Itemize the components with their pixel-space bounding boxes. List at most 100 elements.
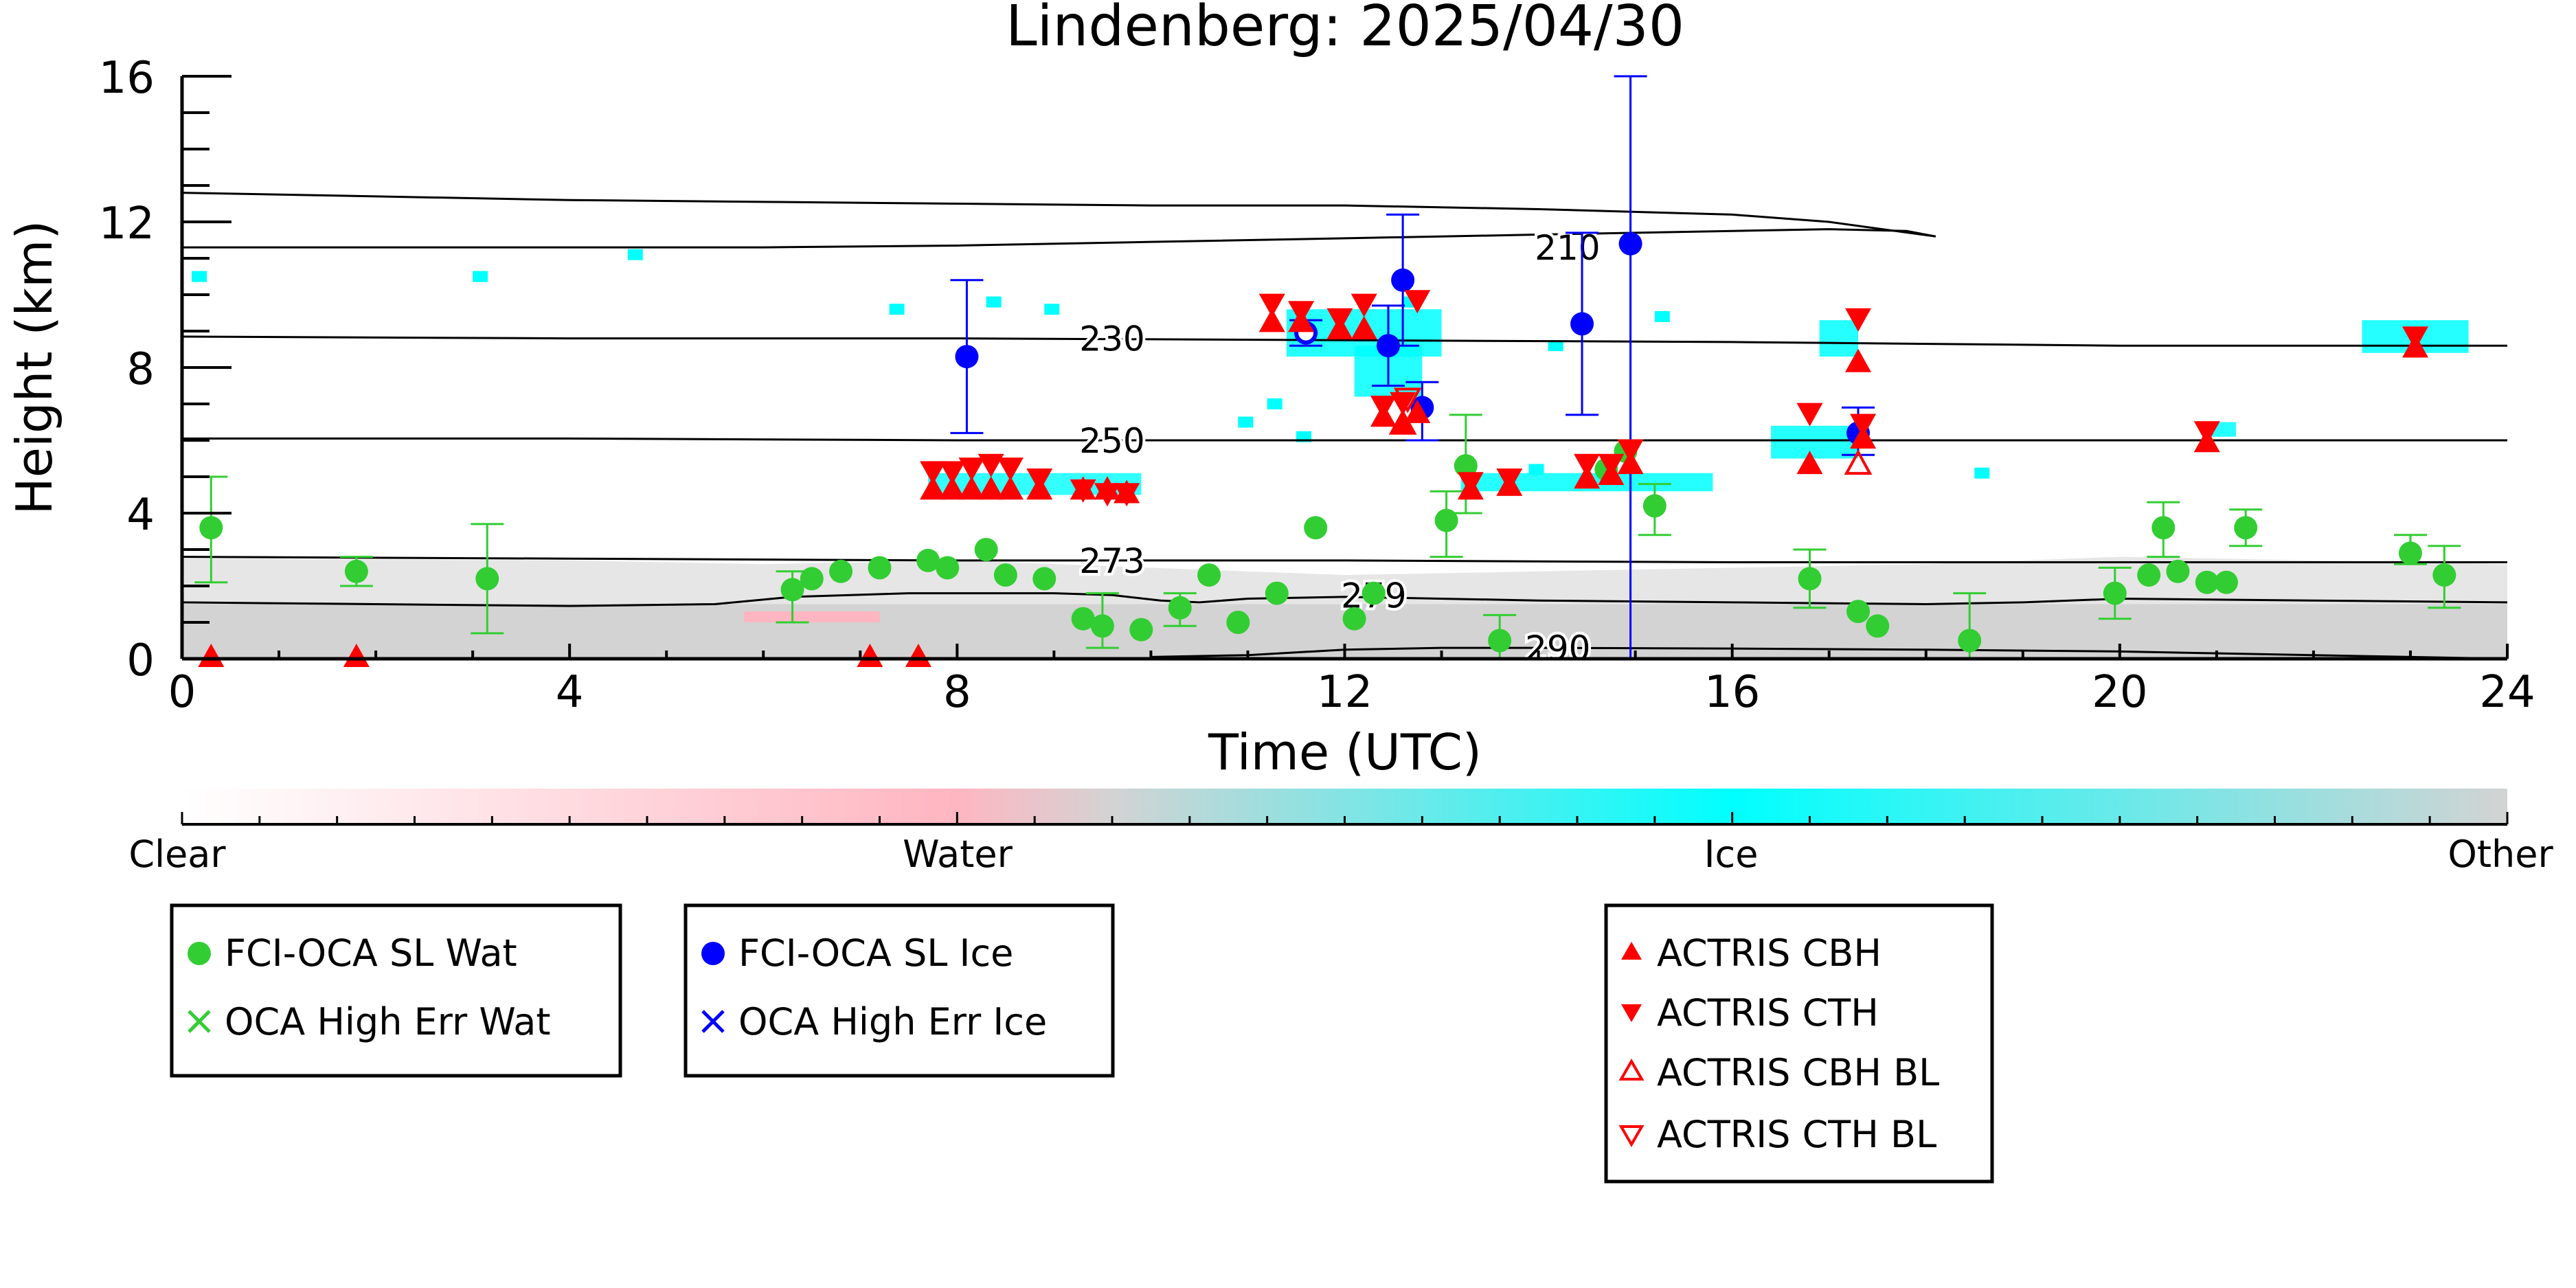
- legend-label: ACTRIS CTH BL: [1657, 1113, 1936, 1156]
- point-fci-oca-sl-wat: [936, 556, 960, 580]
- legend-label: OCA High Err Ice: [738, 1000, 1047, 1043]
- point-actris-cth: [1370, 396, 1397, 419]
- point-actris-cth: [978, 453, 1004, 477]
- point-actris-cbh: [1351, 316, 1377, 339]
- legend-ice: FCI-OCA SL Ice OCA High Err Ice: [683, 903, 1115, 1078]
- legend-x-marker: [701, 1010, 725, 1033]
- axes: 0 4 8 12 16 20 24 0 4 8 12 16: [99, 53, 2535, 718]
- x-tick-label: 8: [943, 667, 971, 718]
- point-actris-cth-bl: [1393, 387, 1422, 414]
- isotherm-line: [182, 437, 2507, 442]
- point-actris-cth: [958, 457, 985, 482]
- x-tick-label: 16: [1704, 667, 1760, 718]
- point-actris-cbh: [857, 644, 883, 667]
- point-actris-cth: [997, 457, 1024, 482]
- x-tick-label: 0: [168, 667, 196, 718]
- ice-cloud-area: [192, 271, 207, 282]
- ice-cloud-area: [1528, 464, 1544, 475]
- point-actris-cth: [1845, 308, 1872, 332]
- point-actris-cth: [1574, 453, 1601, 477]
- point-fci-oca-sl-wat: [974, 538, 998, 561]
- legend-label: ACTRIS CBH: [1657, 931, 1882, 975]
- isotherm-line: [181, 556, 2507, 564]
- legend-actris: ACTRIS CBH ACTRIS CTH ACTRIS CBH BL ACTR…: [1604, 903, 1994, 1184]
- point-actris-cth: [1457, 472, 1484, 496]
- point-actris-cbh: [198, 644, 225, 667]
- point-fci-oca-sl-wat: [1362, 581, 1386, 605]
- point-fci-oca-sl-wat: [1958, 629, 1982, 653]
- isotherm-label: 250: [1079, 421, 1144, 461]
- point-fci-oca-sl-wat: [475, 567, 499, 591]
- point-actris-cbh-bl: [1844, 449, 1873, 475]
- point-actris-cbh: [1845, 348, 1872, 372]
- legend-triangle-down-open-marker: [1618, 1125, 1645, 1148]
- legend-circle-marker: [701, 942, 725, 965]
- legend-box: [683, 903, 1115, 1078]
- point-fci-oca-sl-wat: [2398, 541, 2422, 565]
- y-tick-label: 0: [126, 635, 155, 686]
- isotherm-label: 210: [1535, 228, 1600, 268]
- x-axis-label: Time (UTC): [1208, 723, 1482, 781]
- point-fci-oca-sl-wat: [2137, 563, 2161, 587]
- x-tick-label: 24: [2479, 667, 2535, 718]
- legend-label: FCI-OCA SL Wat: [225, 931, 517, 975]
- point-fci-oca-sl-wat: [344, 559, 368, 583]
- point-fci-oca-sl-wat: [1032, 567, 1057, 591]
- point-fci-oca-sl-wat: [800, 567, 824, 591]
- legend-triangle-up-open-marker: [1618, 1058, 1645, 1081]
- point-actris-cth: [1288, 301, 1315, 325]
- legend-box: [1604, 903, 1994, 1184]
- legend-triangle-down-marker: [1621, 1004, 1642, 1022]
- point-fci-oca-sl-wat: [2103, 581, 2127, 605]
- point-actris-cbh: [905, 644, 931, 667]
- point-fci-oca-sl-wat: [916, 548, 940, 572]
- point-fci-oca-sl-wat: [1226, 611, 1250, 634]
- legend-box: [170, 903, 622, 1078]
- point-fci-oca-sl-ice: [1570, 312, 1594, 336]
- point-actris-cth: [2193, 421, 2220, 445]
- y-tick-label: 8: [126, 344, 155, 395]
- legend-label: OCA High Err Wat: [225, 1000, 551, 1043]
- point-fci-oca-sl-ice: [1376, 334, 1400, 358]
- point-actris-cth: [1026, 468, 1053, 492]
- point-actris-cth: [1258, 293, 1285, 317]
- point-fci-oca-sl-wat: [993, 563, 1017, 587]
- y-tick-label: 16: [99, 53, 155, 104]
- point-actris-cth: [920, 461, 947, 485]
- point-actris-cth: [1326, 308, 1353, 332]
- point-fci-oca-sl-ice: [955, 345, 979, 369]
- point-actris-cth: [1850, 414, 1877, 438]
- ice-cloud-area: [1654, 310, 1670, 322]
- point-actris-cbh: [997, 476, 1024, 500]
- point-fci-oca-sl-wat: [1071, 607, 1095, 631]
- colorbar-label-clear: Clear: [128, 833, 226, 876]
- ice-cloud-area: [1548, 340, 1563, 352]
- point-fci-oca-sl-wat: [1129, 618, 1153, 642]
- point-actris-cbh: [343, 644, 370, 667]
- isotherm-line: [182, 228, 1936, 249]
- isotherm-label: 290: [1525, 629, 1590, 668]
- point-fci-oca-sl-ice: [1391, 268, 1415, 292]
- tropopause-line: [181, 192, 1936, 238]
- chart-title: Lindenberg: 2025/04/30: [1006, 0, 1684, 59]
- point-fci-oca-sl-wat: [1642, 494, 1667, 518]
- point-fci-oca-sl-wat: [2151, 516, 2176, 540]
- point-fci-oca-sl-wat: [1265, 581, 1289, 605]
- point-fci-oca-sl-wat: [2234, 516, 2258, 540]
- point-fci-oca-sl-wat: [2166, 559, 2190, 583]
- point-fci-oca-sl-wat: [1434, 508, 1458, 532]
- point-actris-cth: [1496, 468, 1523, 492]
- legend-label: ACTRIS CBH BL: [1657, 1051, 1939, 1094]
- colorbar-label-other: Other: [2448, 833, 2553, 876]
- ice-cloud-area: [889, 304, 905, 315]
- isotherm-label: 273: [1079, 541, 1144, 581]
- colorbar-label-ice: Ice: [1704, 833, 1759, 876]
- point-actris-cbh: [1404, 399, 1431, 423]
- point-actris-cbh: [958, 476, 985, 500]
- legend-label: ACTRIS CTH: [1657, 991, 1879, 1035]
- point-fci-oca-sl-wat: [1488, 629, 1512, 653]
- point-actris-cth: [1094, 483, 1120, 507]
- water-cloud-area: [744, 611, 880, 622]
- isotherm-line: [181, 592, 2508, 607]
- point-fci-oca-sl-ice: [1618, 231, 1642, 256]
